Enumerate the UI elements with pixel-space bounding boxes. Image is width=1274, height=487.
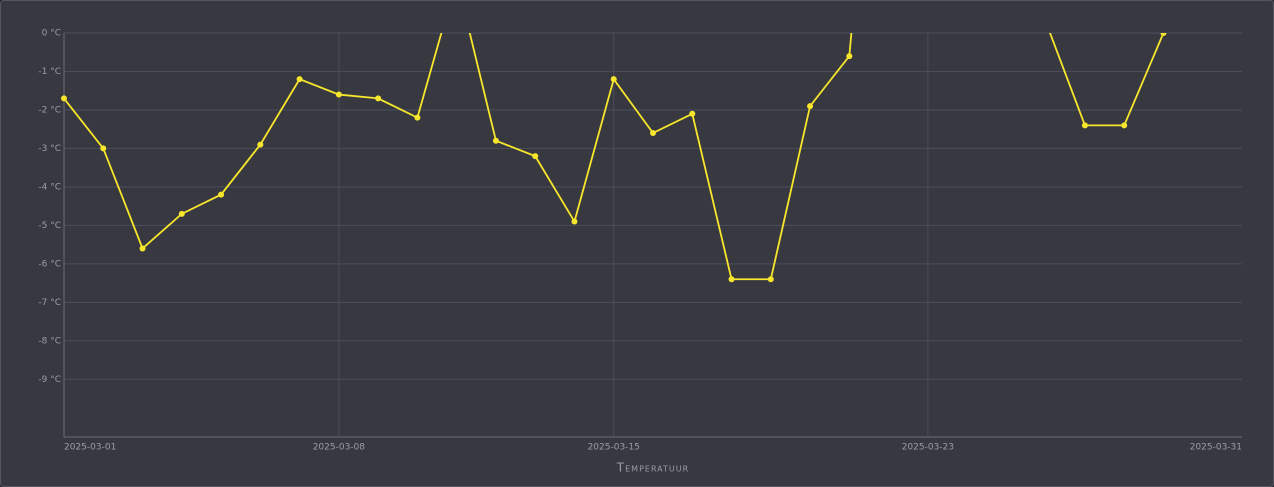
data-point	[100, 145, 107, 152]
y-tick-label: 0 °C	[42, 29, 61, 39]
data-point	[492, 137, 499, 144]
x-tick-label: 2025-03-31	[1190, 443, 1242, 453]
data-point	[610, 76, 617, 83]
y-tick-label: -7 °C	[38, 298, 61, 308]
y-tick-label: -4 °C	[38, 182, 61, 192]
x-tick-label: 2025-03-01	[64, 443, 116, 453]
data-point	[218, 191, 225, 198]
y-tick-label: -9 °C	[38, 375, 61, 385]
data-point	[335, 91, 342, 98]
y-tick-label: -1 °C	[38, 67, 61, 77]
data-point	[178, 210, 185, 217]
data-point	[414, 114, 421, 121]
data-point	[767, 276, 774, 283]
data-point	[257, 141, 264, 148]
data-point	[571, 218, 578, 225]
y-tick-label: -5 °C	[38, 221, 61, 231]
y-tick-label: -6 °C	[38, 259, 61, 269]
y-tick-label: -8 °C	[38, 336, 61, 346]
data-point	[139, 245, 146, 252]
data-point	[846, 53, 853, 60]
data-point	[296, 76, 303, 83]
data-point	[1160, 33, 1167, 36]
data-point	[650, 130, 656, 137]
x-tick-label: 2025-03-08	[313, 443, 366, 453]
data-point	[61, 95, 67, 102]
data-point	[1121, 122, 1128, 129]
data-point	[375, 95, 382, 102]
x-tick-label: 2025-03-15	[588, 443, 640, 453]
y-tick-label: -2 °C	[38, 105, 61, 115]
data-point	[1081, 122, 1088, 129]
data-point	[728, 276, 735, 283]
x-axis-title: Temperatuur	[616, 461, 689, 475]
data-point	[1043, 18, 1049, 24]
y-tick-label: -3 °C	[38, 144, 61, 154]
data-point	[689, 110, 696, 117]
plot-area	[61, 18, 1167, 283]
x-tick-label: 2025-03-23	[902, 443, 954, 453]
data-point	[807, 103, 814, 110]
data-point	[532, 153, 539, 160]
